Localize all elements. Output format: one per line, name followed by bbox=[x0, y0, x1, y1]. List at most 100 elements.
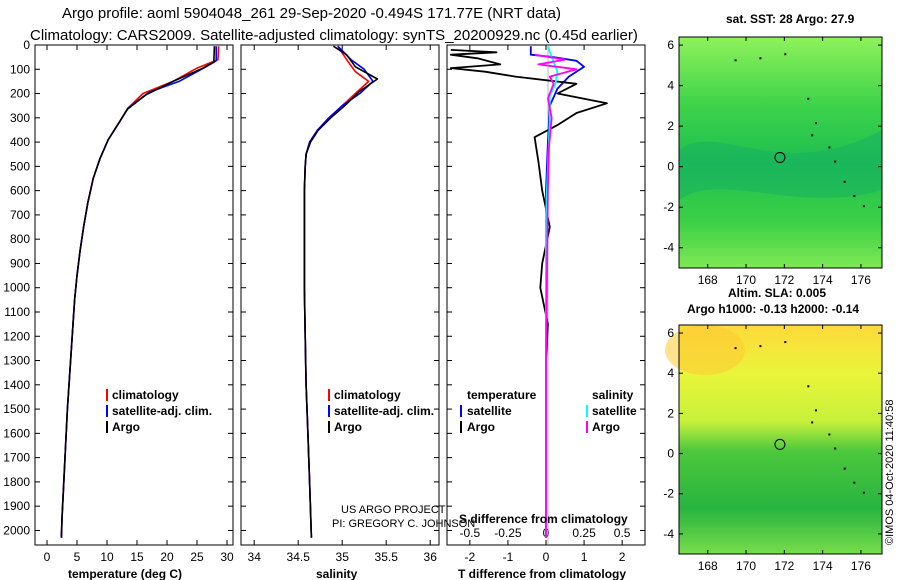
island-marker bbox=[853, 195, 856, 198]
top-x-tick-label: 0.25 bbox=[572, 526, 596, 540]
lon-tick-label: 168 bbox=[698, 559, 718, 573]
island-marker bbox=[843, 180, 846, 183]
lat-tick-label: 0 bbox=[667, 160, 674, 174]
sla-map-title1: Altim. SLA: 0.005 bbox=[728, 286, 826, 300]
island-marker bbox=[814, 409, 817, 412]
series-line-argo bbox=[303, 45, 379, 538]
sst-map-islands bbox=[734, 53, 865, 208]
lon-tick-label: 176 bbox=[851, 273, 871, 287]
temperature-lines bbox=[60, 46, 220, 538]
y-tick-label: 1100 bbox=[4, 305, 30, 319]
x-tick-label: 36 bbox=[424, 550, 438, 564]
island-marker bbox=[807, 385, 810, 388]
figure-title-line2: Climatology: CARS2009. Satellite-adjuste… bbox=[30, 27, 638, 44]
sla-map-title2: Argo h1000: -0.13 h2000: -0.14 bbox=[687, 302, 859, 316]
sla-map-axes: 168 170 172 174 176 -4 -2 0 2 4 6 bbox=[663, 325, 882, 573]
legend-label-satellite: satellite-adj. clim. bbox=[112, 404, 212, 418]
lat-tick-label: 0 bbox=[667, 447, 674, 461]
sst-map-frame bbox=[678, 36, 883, 269]
lat-tick-label: 4 bbox=[667, 366, 674, 380]
legend-label-argo: Argo bbox=[334, 420, 362, 434]
lon-tick-label: 170 bbox=[736, 559, 756, 573]
difference-legend: temperature salinity satellite Argo sate… bbox=[460, 388, 637, 434]
island-marker bbox=[828, 433, 831, 436]
salinity-x-axis: 34 34.5 35 35.5 36 bbox=[248, 45, 438, 564]
legend-label-sal-satellite: satellite bbox=[592, 404, 637, 418]
island-marker bbox=[828, 146, 831, 149]
temperature-xlabel: temperature (deg C) bbox=[68, 567, 182, 580]
x-tick-label: 1 bbox=[581, 550, 588, 564]
depth-axis: 0 100 200 300 400 500 600 700 800 900 1000 1100 1200… bbox=[3, 38, 645, 537]
island-marker bbox=[862, 491, 865, 494]
lon-tick-label: 170 bbox=[736, 273, 756, 287]
island-marker bbox=[807, 97, 810, 100]
lat-tick-label: 2 bbox=[667, 119, 674, 133]
sla-high-anomaly bbox=[665, 325, 745, 375]
island-marker bbox=[784, 341, 787, 344]
island-marker bbox=[811, 421, 814, 424]
y-tick-label: 300 bbox=[10, 111, 30, 125]
x-tick-label: 35.5 bbox=[375, 550, 399, 564]
lat-tick-label: 2 bbox=[667, 406, 674, 420]
series-line-climatology bbox=[60, 46, 220, 538]
difference-x-axis: -2 -1 0 1 2 bbox=[465, 45, 626, 564]
series-line-salinity-argo bbox=[534, 53, 578, 538]
difference-xlabel: T difference from climatology bbox=[458, 567, 626, 580]
lat-tick-label: -2 bbox=[663, 200, 674, 214]
y-tick-label: 1300 bbox=[3, 354, 30, 368]
x-tick-label: -1 bbox=[503, 550, 514, 564]
lon-tick-label: 176 bbox=[851, 559, 871, 573]
y-tick-label: 100 bbox=[10, 62, 30, 76]
difference-lines bbox=[449, 45, 608, 538]
island-marker bbox=[862, 205, 865, 208]
series-line-climatology bbox=[303, 45, 370, 538]
top-x-tick-label: -0.5 bbox=[460, 526, 481, 540]
y-tick-label: 1800 bbox=[3, 475, 30, 489]
island-marker bbox=[811, 134, 814, 137]
lat-tick-label: 6 bbox=[667, 326, 674, 340]
lon-tick-label: 172 bbox=[774, 559, 794, 573]
figure-title-line1: Argo profile: aoml 5904048_261 29-Sep-20… bbox=[62, 5, 561, 22]
legend-label-climatology: climatology bbox=[334, 388, 401, 402]
island-marker bbox=[734, 347, 737, 350]
series-line-temperature-argo bbox=[449, 49, 608, 538]
lat-tick-label: 6 bbox=[667, 38, 674, 52]
sla-map-frame bbox=[678, 324, 883, 555]
credit-pi: PI: GREGORY C. JOHNSON bbox=[332, 518, 475, 530]
y-tick-label: 1500 bbox=[3, 402, 30, 416]
y-tick-label: 0 bbox=[23, 38, 30, 52]
top-x-tick-label: -0.25 bbox=[494, 526, 522, 540]
top-x-tick-label: 0.5 bbox=[614, 526, 631, 540]
lat-tick-label: -4 bbox=[663, 527, 674, 541]
x-tick-label: 25 bbox=[190, 550, 204, 564]
lat-tick-label: -4 bbox=[663, 241, 674, 255]
island-marker bbox=[784, 53, 787, 56]
x-tick-label: 35 bbox=[336, 550, 350, 564]
island-marker bbox=[853, 481, 856, 484]
x-tick-label: 34.5 bbox=[287, 550, 311, 564]
y-tick-label: 800 bbox=[10, 232, 30, 246]
island-marker bbox=[834, 160, 837, 163]
lat-tick-label: -2 bbox=[663, 487, 674, 501]
island-marker bbox=[843, 467, 846, 470]
lon-tick-label: 168 bbox=[698, 273, 718, 287]
legend-label-climatology: climatology bbox=[112, 388, 179, 402]
legend-label-temp-argo: Argo bbox=[467, 420, 495, 434]
x-tick-label: 0 bbox=[44, 550, 51, 564]
y-tick-label: 600 bbox=[10, 184, 30, 198]
salinity-panel-frame bbox=[240, 44, 440, 546]
credit-project: US ARGO PROJECT bbox=[341, 504, 446, 516]
x-tick-label: 30 bbox=[220, 550, 234, 564]
legend-label-sal-argo: Argo bbox=[592, 420, 620, 434]
difference-top-xlabel: S difference from climatology bbox=[459, 512, 628, 526]
temperature-x-axis: 0 5 10 15 20 25 30 bbox=[44, 45, 234, 564]
lat-tick-label: 4 bbox=[667, 79, 674, 93]
legend-label-satellite: satellite-adj. clim. bbox=[334, 404, 434, 418]
x-tick-label: -2 bbox=[465, 550, 476, 564]
series-line-argo bbox=[60, 46, 216, 538]
x-tick-label: 0 bbox=[543, 550, 550, 564]
island-marker bbox=[759, 345, 762, 348]
y-tick-label: 700 bbox=[10, 208, 30, 222]
y-tick-label: 1200 bbox=[3, 329, 30, 343]
island-marker bbox=[759, 57, 762, 60]
